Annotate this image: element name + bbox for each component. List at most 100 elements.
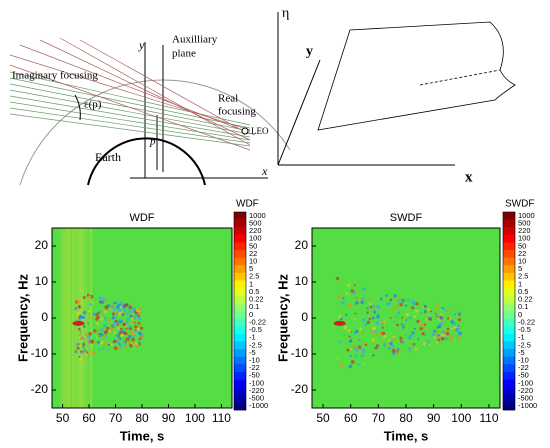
- colorbar-cell: [234, 250, 246, 258]
- x-axis-label: Time, s: [120, 428, 165, 443]
- texture: [370, 329, 375, 334]
- texture: [131, 322, 134, 325]
- texture: [125, 320, 129, 325]
- y-tick-label: -10: [31, 346, 49, 360]
- texture: [353, 318, 356, 320]
- texture: [419, 326, 423, 331]
- texture: [389, 298, 393, 302]
- texture: [359, 327, 363, 331]
- colorbar-label: -1000: [249, 401, 268, 410]
- texture: [124, 345, 127, 348]
- texture: [96, 340, 100, 344]
- texture: [458, 318, 462, 322]
- texture: [76, 311, 81, 316]
- texture: [357, 362, 360, 366]
- texture: [372, 354, 375, 357]
- colorbar-cell: [234, 311, 246, 319]
- colorbar-cell: [234, 387, 246, 396]
- texture: [375, 321, 380, 325]
- texture: [98, 334, 102, 338]
- texture: [82, 342, 85, 346]
- texture: [102, 324, 107, 328]
- texture: [115, 340, 120, 344]
- colorbar-label: -2.5: [249, 340, 262, 349]
- texture: [458, 314, 461, 317]
- label: y: [306, 44, 313, 59]
- texture: [352, 339, 355, 342]
- colorbar-label: -1: [518, 333, 525, 342]
- texture: [425, 343, 428, 346]
- texture: [398, 334, 401, 337]
- colorbar-cell: [234, 364, 246, 373]
- texture: [402, 325, 405, 329]
- texture: [125, 312, 129, 315]
- label: x: [465, 169, 473, 185]
- texture: [453, 313, 456, 316]
- y-axis-right: [277, 59, 321, 166]
- texture: [126, 317, 130, 321]
- colorbar-label: 500: [518, 218, 531, 227]
- texture: [423, 334, 427, 337]
- texture: [132, 342, 136, 346]
- colorbar-label: 0.1: [518, 302, 528, 311]
- texture: [121, 311, 124, 314]
- texture: [350, 330, 353, 333]
- texture: [123, 341, 127, 345]
- label: focusing: [218, 106, 256, 118]
- colorbar-cell: [234, 280, 246, 289]
- texture: [82, 295, 86, 300]
- texture: [97, 329, 101, 332]
- labels: y Auxilliary plane Imaginary focusing ε(…: [12, 6, 473, 185]
- texture: [125, 327, 128, 330]
- texture: [79, 336, 83, 340]
- texture: [437, 334, 440, 337]
- texture: [446, 327, 450, 331]
- texture: [383, 320, 386, 323]
- texture: [88, 228, 89, 408]
- texture: [122, 340, 125, 343]
- texture: [81, 315, 86, 320]
- texture: [117, 308, 122, 312]
- texture: [131, 310, 135, 314]
- texture: [447, 317, 450, 320]
- chart-title: SWDF: [390, 212, 423, 224]
- colorbar-cell: [503, 272, 515, 281]
- texture: [116, 316, 118, 319]
- colorbar-cell: [503, 394, 515, 403]
- texture: [339, 317, 343, 321]
- texture: [115, 305, 120, 309]
- texture: [364, 323, 368, 327]
- label: p: [149, 136, 156, 148]
- texture: [420, 311, 423, 315]
- texture: [113, 346, 118, 351]
- colorbar-cell: [503, 364, 515, 373]
- texture: [130, 319, 133, 322]
- colorbar-cell: [234, 272, 246, 281]
- texture: [443, 322, 446, 326]
- x-tick-label: 90: [162, 411, 176, 425]
- texture: [366, 307, 369, 310]
- texture: [456, 338, 459, 341]
- texture: [400, 323, 404, 326]
- colorbar-cell: [234, 212, 246, 220]
- texture: [113, 331, 116, 334]
- colorbar-label: 0.5: [249, 287, 259, 296]
- texture: [100, 341, 103, 344]
- texture: [413, 327, 416, 330]
- texture: [362, 287, 367, 291]
- texture: [371, 316, 375, 320]
- texture: [340, 300, 345, 305]
- texture: [417, 338, 420, 341]
- colorbar-frame: [502, 211, 516, 411]
- texture: [111, 312, 115, 316]
- texture: [117, 327, 121, 330]
- colorbar-cell: [503, 318, 515, 327]
- texture: [357, 338, 361, 342]
- colorbar-title: SWDF: [505, 199, 534, 210]
- colorbar-label: -220: [249, 386, 264, 395]
- texture: [347, 303, 352, 307]
- texture: [112, 308, 116, 312]
- label: x: [261, 164, 268, 178]
- texture: [361, 330, 365, 335]
- texture: [355, 301, 359, 305]
